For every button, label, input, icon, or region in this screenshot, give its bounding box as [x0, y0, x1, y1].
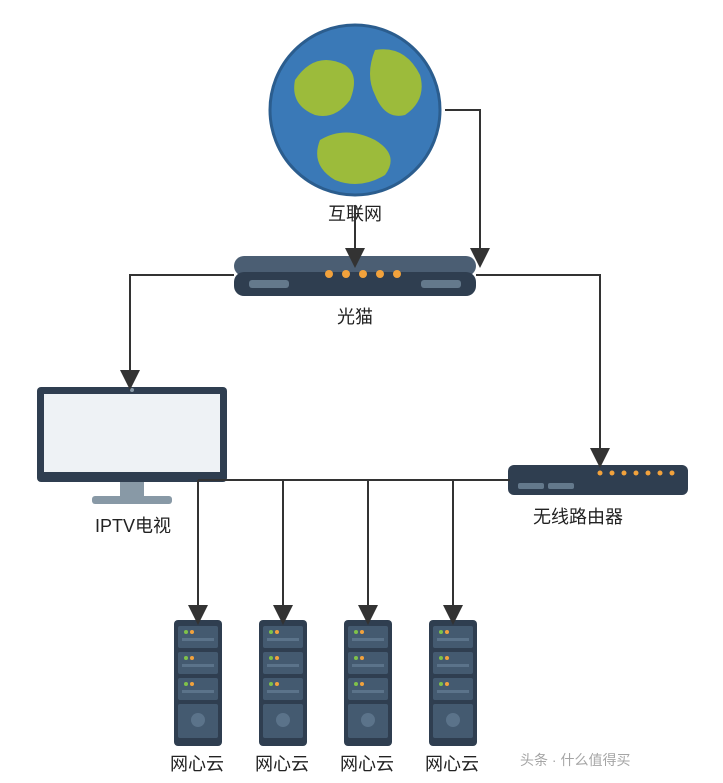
router-label: 无线路由器 — [533, 503, 623, 529]
server-icon — [425, 620, 481, 755]
watermark-text: 头条 · 什么值得买 — [520, 750, 630, 770]
globe-icon — [265, 20, 445, 205]
server-icon — [255, 620, 311, 755]
network-diagram: 互联网 光猫 IPTV电视 — [0, 0, 723, 783]
iptv-label: IPTV电视 — [95, 512, 171, 538]
server-label: 网心云 — [425, 750, 479, 776]
server-label: 网心云 — [255, 750, 309, 776]
internet-label: 互联网 — [328, 200, 382, 226]
monitor-icon — [32, 382, 232, 517]
server-label: 网心云 — [170, 750, 224, 776]
modem-label: 光猫 — [337, 303, 373, 329]
modem-icon — [234, 256, 476, 307]
server-icon — [340, 620, 396, 755]
server-icon — [170, 620, 226, 755]
server-label: 网心云 — [340, 750, 394, 776]
router-icon — [508, 459, 688, 506]
